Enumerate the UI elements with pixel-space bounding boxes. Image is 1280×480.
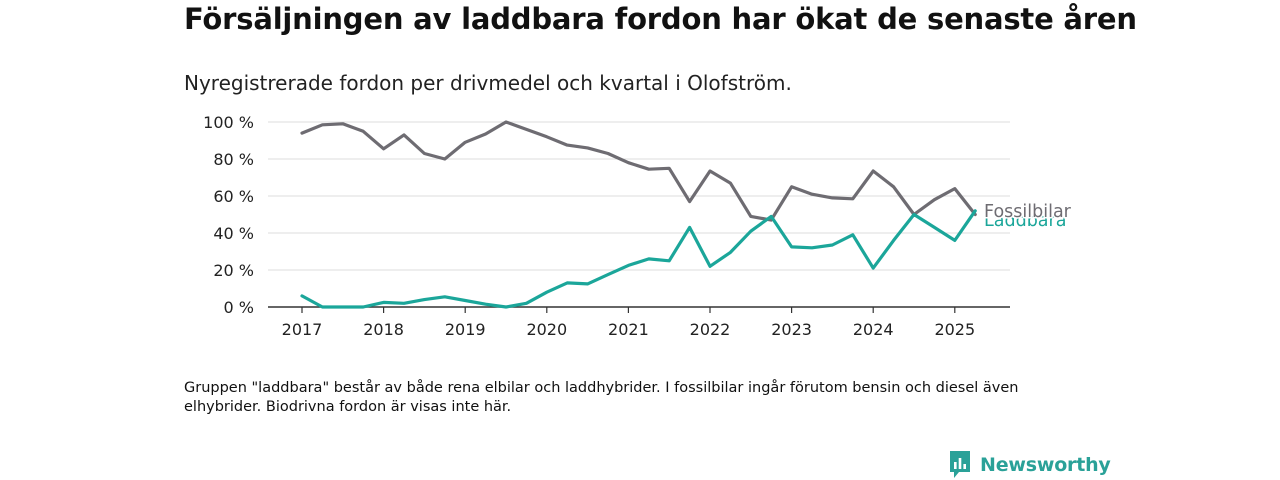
brand-name: Newsworthy [980, 454, 1111, 476]
x-tick-label: 2024 [853, 320, 894, 339]
x-tick-label: 2018 [363, 320, 404, 339]
chart-title: Försäljningen av laddbara fordon har öka… [184, 2, 1137, 36]
line-chart: 0 % 20 % 40 % 60 % 80 % 100 % 2017 2018 2019 202… [203, 113, 1074, 339]
x-tick-label: 2020 [526, 320, 567, 339]
brand-logo[interactable]: Newsworthy [948, 450, 1111, 480]
x-tick-label: 2022 [690, 320, 731, 339]
y-tick-label: 100 % [203, 113, 254, 132]
series-line-fossilbilar [300, 120, 977, 222]
x-tick-label: 2019 [445, 320, 486, 339]
series-lines [300, 120, 977, 309]
x-tick-label: 2021 [608, 320, 649, 339]
x-tick-label: 2025 [934, 320, 975, 339]
x-tick-label: 2017 [282, 320, 323, 339]
chart-subtitle: Nyregistrerade fordon per drivmedel och … [184, 71, 792, 95]
newsworthy-logo-icon [950, 451, 970, 478]
y-tick-label: 80 % [213, 150, 254, 169]
y-tick-label: 60 % [213, 187, 254, 206]
y-tick-label: 20 % [213, 261, 254, 280]
series-label-laddbara: Laddbara [984, 211, 1066, 231]
x-tick-label: 2023 [771, 320, 812, 339]
y-axis-ticks: 0 % 20 % 40 % 60 % 80 % 100 % [203, 113, 254, 317]
y-tick-label: 40 % [213, 224, 254, 243]
y-tick-label: 0 % [224, 298, 254, 317]
x-axis-ticks: 2017 2018 2019 2020 2021 2022 2023 2024 2025 [268, 306, 1010, 339]
series-line-laddbara [300, 209, 977, 309]
gridlines [268, 121, 1010, 271]
footnote: Gruppen "laddbara" består av både rena e… [184, 380, 1019, 415]
series-label-fossilbilar: Fossilbilar [984, 202, 1072, 222]
